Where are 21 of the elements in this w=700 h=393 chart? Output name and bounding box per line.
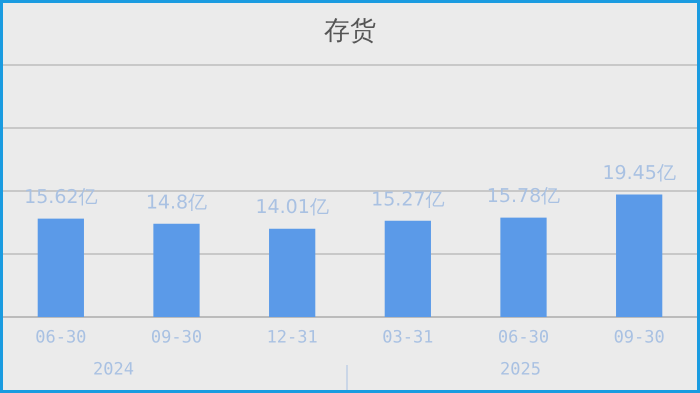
bar (616, 194, 662, 317)
data-label: 15.78亿 (486, 185, 560, 208)
x-tick-label: 12-31 (266, 328, 318, 348)
x-tick-label: 06-30 (498, 328, 550, 348)
data-label: 14.8亿 (146, 191, 208, 214)
bar (153, 224, 200, 317)
x-tick-label: 06-30 (35, 328, 86, 348)
x-tick-label: 09-30 (150, 328, 202, 348)
data-label: 14.01亿 (255, 196, 329, 218)
text: 2024 (93, 360, 134, 380)
bar (38, 218, 84, 317)
bar (500, 218, 547, 317)
data-label: 15.62亿 (24, 186, 98, 208)
x-tick-label: 09-30 (614, 328, 665, 348)
data-label: 15.27亿 (371, 188, 445, 210)
bar (269, 228, 316, 317)
text: 2025 (500, 360, 541, 380)
chart-title: 存货 (324, 16, 376, 46)
data-label: 19.45亿 (602, 162, 676, 184)
bar (384, 220, 431, 317)
x-tick-label: 03-31 (382, 328, 434, 348)
